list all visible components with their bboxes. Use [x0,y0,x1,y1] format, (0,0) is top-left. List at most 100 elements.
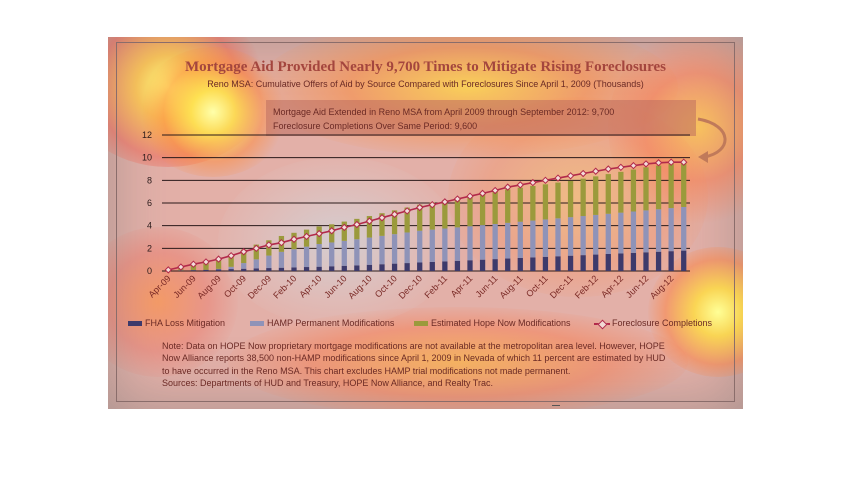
note-line: to have occurred in the Reno MSA. This c… [162,365,571,376]
bar-segment [379,264,385,271]
bar-segment [429,261,435,271]
callout-box [266,100,696,136]
bar-segment [190,270,197,271]
bar-segment [643,210,649,253]
x-tick-label: Oct-10 [373,273,399,299]
bar-segment [316,244,322,267]
foreclosure-point [554,174,562,182]
bar-segment [492,259,498,271]
bar-segment [681,206,687,251]
bar-segment [454,227,461,261]
bar-segment [303,246,310,268]
bar-segment [429,202,435,230]
foreclosure-point [189,260,198,268]
notes-block: Note: Data on HOPE Now proprietary mortg… [162,340,737,389]
bar-segment [329,242,335,267]
foreclosure-point [403,207,411,215]
bar-segment [417,230,423,263]
bar-segment [492,191,498,224]
bar-segment [203,269,209,271]
callout-arrow [697,117,727,159]
x-tick-label: Dec-11 [548,273,575,300]
bar-segment [253,268,259,271]
bar-segment [643,167,649,211]
bar-segment [593,254,599,271]
foreclosure-point [680,158,688,166]
x-tick-label: Dec-09 [246,273,274,301]
y-tick-label: 0 [147,266,152,276]
bar-segment [567,255,574,271]
bar-segment [668,208,674,252]
bar-segment [417,204,423,231]
bar-segment [391,234,398,264]
bar-segment [681,250,687,271]
legend-label-hamp: HAMP Permanent Modifications [267,318,395,328]
bar-segment [454,197,461,228]
legend-item-fha: FHA Loss Mitigation [128,318,225,328]
stray-mark [552,405,560,406]
bar-segment [655,165,662,210]
bar-segment [505,189,511,223]
foreclosure-point [667,158,675,166]
bar-segment [668,251,674,271]
bar-segment [618,171,624,213]
bar-segment [266,268,272,271]
foreclosure-point [592,167,600,175]
bar-segment [530,257,536,271]
foreclosure-point [566,172,575,180]
bar-segment [530,220,536,258]
foreclosure-point [202,258,210,266]
foreclosure-point [240,248,248,256]
legend-label-foreclosures: Foreclosure Completions [612,318,713,328]
bar-segment [479,193,486,226]
bar-segment [366,216,373,238]
bar-segment [266,255,272,269]
bar-segment [668,163,674,209]
foreclosure-point [164,266,172,274]
bar-segment [618,212,624,254]
foreclosure-point [604,165,612,173]
bar-segment [417,262,423,271]
y-tick-label: 12 [142,130,152,140]
bar-segment [467,195,473,227]
y-tick-label: 8 [147,175,152,185]
bar-segment [555,256,561,271]
foreclosure-point [328,227,336,235]
bar-segment [530,186,536,221]
bar-segment [215,258,222,269]
x-tick-label: Jun-09 [171,273,198,300]
bar-segment [618,253,624,271]
bar-segment [681,161,687,207]
foreclosure-point [277,238,286,247]
bar-segment [379,213,385,236]
figure-border [116,42,735,402]
callout-aid-text: Mortgage Aid Extended in Reno MSA from A… [273,107,615,117]
legend: FHA Loss Mitigation HAMP Permanent Modif… [128,318,738,332]
x-tick-label: Oct-11 [524,273,550,299]
bar-segment [329,266,335,271]
bar-segment [567,180,574,218]
x-tick-label: Jun-11 [473,273,499,299]
bar-segment [316,266,322,271]
x-tick-label: Apr-12 [599,273,625,299]
x-tick-label: Aug-12 [648,273,676,301]
foreclosure-point [441,198,449,206]
foreclosure-point [629,161,638,170]
x-tick-label: Dec-10 [397,273,425,301]
foreclosure-point [265,241,273,249]
bar-segment [593,176,599,215]
foreclosure-point [654,159,663,167]
bar-segment [228,269,234,271]
x-tick-label: Feb-11 [423,273,450,300]
bar-segment [630,252,637,271]
foreclosure-point [453,195,462,203]
bar-segment [580,255,586,271]
bar-segment [228,254,234,267]
bar-segment [580,178,586,217]
bar-segment [303,267,310,271]
bar-segment [291,249,297,268]
bar-segment [391,263,398,271]
bar-segment [580,216,586,256]
x-tick-label: Feb-10 [271,273,298,300]
bar-segment [241,263,247,269]
